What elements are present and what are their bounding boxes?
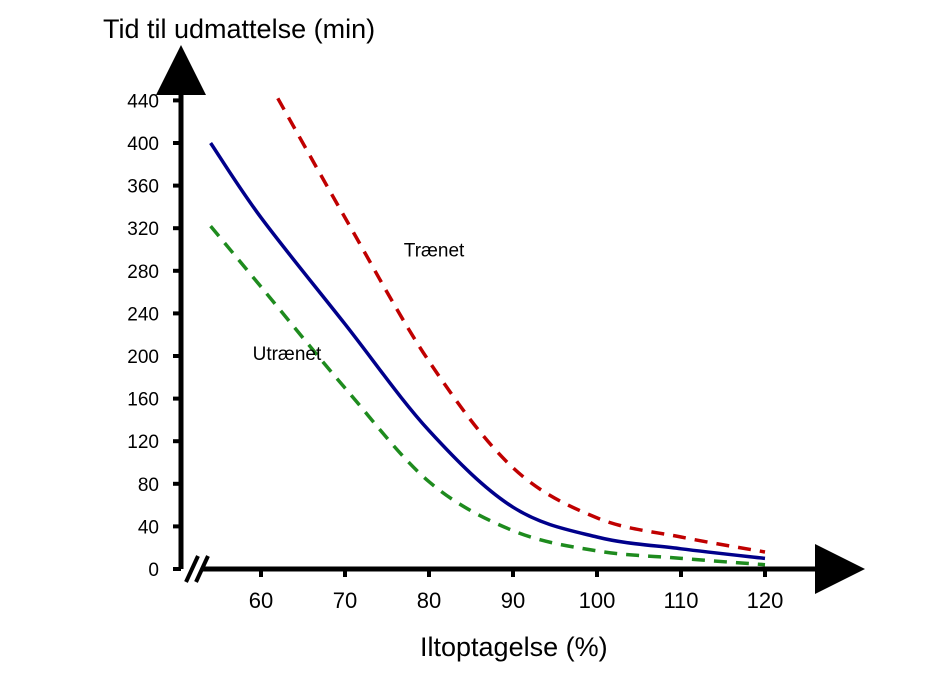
x-tick-label: 80 — [417, 588, 441, 613]
y-tick-label: 400 — [127, 134, 159, 155]
y-tick-label: 200 — [127, 347, 159, 368]
x-axis-title: Iltoptagelse (%) — [420, 632, 608, 662]
data-lines — [209, 97, 766, 567]
annotations: Trænet Utrænet — [253, 241, 465, 365]
y-tick-label: 320 — [127, 219, 159, 240]
y-tick-label: 360 — [127, 177, 159, 198]
series-label: Trænet — [404, 241, 465, 262]
x-tick-label: 70 — [333, 588, 357, 613]
axis-break-mark — [184, 555, 200, 583]
y-ticks: 0 40 80 120 160 200 240 280 320 360 400 440 — [127, 91, 181, 581]
x-ticks: 60 70 80 90 100 110 120 — [249, 569, 784, 613]
y-tick-label: 80 — [138, 475, 159, 496]
y-tick-label: 120 — [127, 432, 159, 453]
axis-break-mark — [194, 555, 210, 583]
x-tick-label: 100 — [579, 588, 616, 613]
y-tick-label: 160 — [127, 390, 159, 411]
x-tick-label: 60 — [249, 588, 273, 613]
series-line-utrænet — [209, 224, 766, 567]
y-tick-label: 40 — [138, 517, 159, 538]
y-tick-label: 280 — [127, 262, 159, 283]
axis-break-gap — [193, 560, 202, 580]
x-tick-label: 90 — [501, 588, 525, 613]
axes — [156, 45, 865, 594]
series-label: Utrænet — [253, 344, 322, 365]
y-axis-title: Tid til udmattelse (min) — [103, 14, 375, 44]
series-line-average — [209, 142, 766, 561]
x-tick-label: 110 — [663, 588, 698, 613]
series-line-trænet — [276, 97, 766, 554]
y-tick-label: 440 — [127, 91, 159, 112]
y-tick-label: 240 — [127, 304, 159, 325]
x-tick-label: 120 — [747, 588, 784, 613]
y-tick-label: 0 — [148, 560, 159, 581]
